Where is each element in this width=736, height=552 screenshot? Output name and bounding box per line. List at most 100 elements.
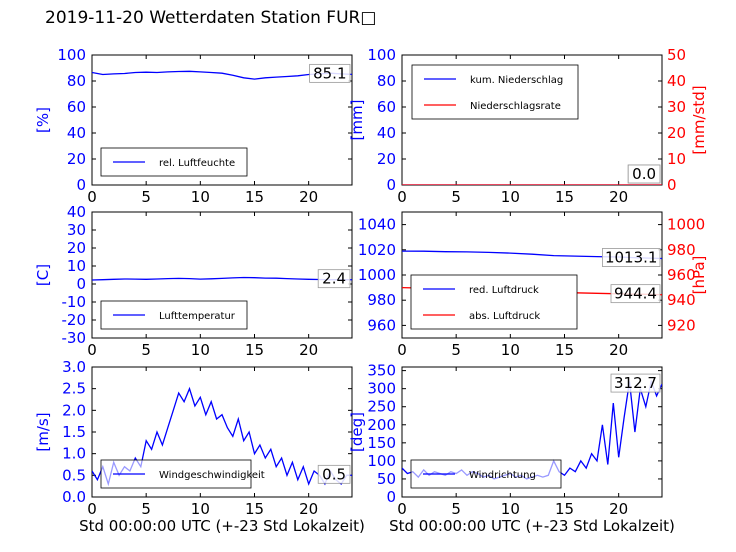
y-tick-label: 20: [67, 239, 86, 257]
legend-entry: Lufttemperatur: [159, 311, 236, 322]
x-tick-label: 10: [501, 341, 520, 359]
x-tick-label: 5: [451, 341, 461, 359]
x-axis-label: Std 00:00:00 UTC (+-23 Std Lokalzeit): [79, 517, 365, 535]
legend-entry: Windgeschwindigkeit: [159, 470, 265, 481]
x-tick-label: 5: [451, 188, 461, 206]
latest-value-box: [610, 284, 661, 304]
latest-value-label: 0.5: [322, 465, 346, 483]
x-tick-label: 20: [609, 188, 628, 206]
legend-frame: [411, 64, 579, 120]
y-tick-label: 1040: [358, 216, 396, 234]
y-tick-label: -10: [62, 293, 87, 311]
legend: kum. Niederschlag Niederschlagsrate: [411, 64, 579, 120]
latest-value-box: [602, 248, 661, 267]
y2-axis-label: [mm/std]: [690, 85, 708, 154]
y-tick-label: -20: [62, 311, 87, 329]
y-tick-label: 960: [367, 316, 396, 334]
series-line-windgeschwindigkeit: [92, 386, 352, 487]
y2-tick-label: 40: [667, 72, 686, 90]
y-tick-label: 2.5: [62, 380, 86, 398]
x-tick-label: 10: [501, 188, 520, 206]
legend-entry: Niederschlagsrate: [470, 101, 561, 112]
y2-tick-label: 940: [667, 291, 696, 309]
x-tick-label: 10: [191, 341, 210, 359]
y2-tick-label: 10: [667, 150, 686, 168]
x-tick-label: 10: [191, 500, 210, 518]
y-tick-label: 100: [367, 452, 396, 470]
y-tick-label: 1.0: [62, 445, 86, 463]
x-tick-label: 10: [501, 500, 520, 518]
y-tick-label: 80: [377, 72, 396, 90]
y-tick-label: 0.0: [62, 488, 86, 506]
y2-axis-label: [hPa]: [690, 256, 708, 295]
y-tick-label: 0: [386, 176, 396, 194]
y-tick-label: 1000: [358, 266, 396, 284]
y-tick-label: 20: [67, 150, 86, 168]
y-axis-label: [C]: [34, 264, 52, 286]
legend-entry: abs. Luftdruck: [469, 311, 540, 322]
y-tick-label: 0.5: [62, 466, 86, 484]
panel-pressure: 0 5 10 15 20 960 980 1000 1020 1040 920 940 960 980 10…: [358, 211, 708, 359]
y-tick-label: 980: [367, 291, 396, 309]
y-tick-label: 40: [67, 203, 86, 221]
x-tick-label: 0: [397, 500, 407, 518]
series-group: [92, 276, 352, 281]
y2-tick-label: 1000: [667, 216, 705, 234]
latest-value-label: 0.0: [632, 165, 656, 183]
y-tick-label: 3.0: [62, 358, 86, 376]
y2-tick-label: 980: [667, 241, 696, 259]
panel-humidity: 0 5 10 15 20 0 20 40 60 80 100 [%] 85.1 rel. Luftfeuc…: [34, 46, 353, 206]
y-tick-label: 60: [377, 98, 396, 116]
x-tick-label: 20: [609, 341, 628, 359]
y-axis-label: [deg]: [348, 412, 366, 452]
latest-value-box: [317, 464, 351, 484]
panel-precipitation: 0 5 10 15 20 0 20 40 60 80 100 0 10 20 30 40 50 [mm] [mm/s…: [348, 46, 708, 206]
latest-value-box: [627, 164, 661, 184]
latest-value-label: 312.7: [614, 374, 657, 392]
latest-value-label: 1013.1: [605, 248, 658, 266]
y-tick-label: 2.0: [62, 401, 86, 419]
legend-entry: Windrichtung: [469, 470, 536, 481]
y-tick-label: 200: [367, 416, 396, 434]
x-tick-label: 15: [555, 341, 574, 359]
y-tick-label: 0: [76, 176, 86, 194]
latest-value-box: [317, 269, 351, 289]
series-line-lufttemperatur: [92, 276, 352, 281]
x-tick-label: 20: [609, 500, 628, 518]
x-tick-label: 0: [397, 341, 407, 359]
x-tick-label: 15: [555, 188, 574, 206]
x-tick-label: 0: [87, 500, 97, 518]
x-tick-label: 20: [299, 341, 318, 359]
y-tick-label: 50: [377, 470, 396, 488]
x-tick-label: 15: [245, 500, 264, 518]
y-tick-label: 10: [67, 257, 86, 275]
series-group: [92, 70, 352, 80]
legend: rel. Luftfeuchte: [100, 147, 248, 177]
y-tick-label: 0: [386, 488, 396, 506]
y-tick-label: 250: [367, 398, 396, 416]
y-tick-label: 40: [67, 124, 86, 142]
x-axis-label: Std 00:00:00 UTC (+-23 Std Lokalzeit): [389, 517, 675, 535]
y-tick-label: -30: [62, 329, 87, 347]
figure-title: 2019-11-20 Wetterdaten Station FUR□: [45, 8, 377, 28]
y-tick-label: 40: [377, 124, 396, 142]
y-tick-label: 100: [57, 46, 86, 64]
x-tick-label: 20: [299, 188, 318, 206]
plot-frame: [401, 366, 663, 498]
x-tick-label: 20: [299, 500, 318, 518]
y-tick-label: 350: [367, 362, 396, 380]
legend-entry: rel. Luftfeuchte: [159, 158, 235, 169]
x-tick-label: 5: [451, 500, 461, 518]
y-tick-label: 20: [377, 150, 396, 168]
latest-value-label: 944.4: [614, 285, 657, 303]
latest-value-box: [610, 373, 661, 393]
y-tick-label: 1.5: [62, 423, 86, 441]
y2-tick-label: 960: [667, 266, 696, 284]
y2-tick-label: 50: [667, 46, 686, 64]
x-tick-label: 15: [245, 188, 264, 206]
y2-tick-label: 20: [667, 124, 686, 142]
y2-tick-label: 30: [667, 98, 686, 116]
